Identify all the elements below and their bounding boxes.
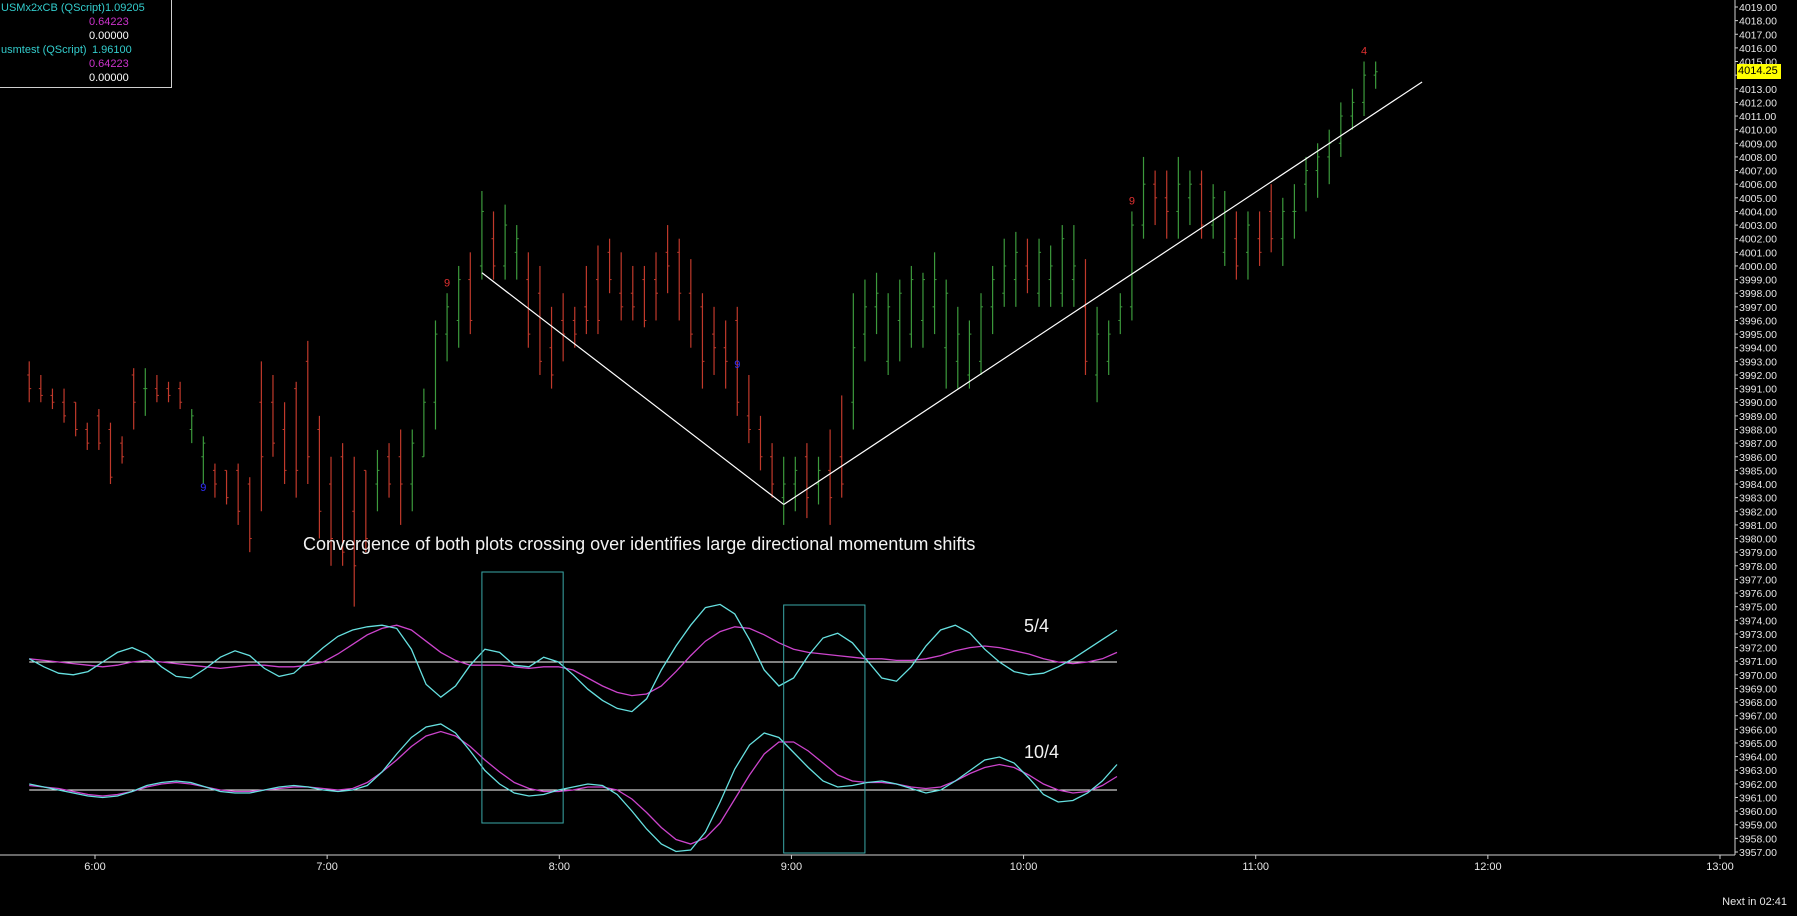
price-tick-label: 4009.00	[1739, 138, 1777, 150]
price-tick-label: 3979.00	[1739, 547, 1777, 559]
price-tick-label: 4019.00	[1739, 2, 1777, 14]
price-tick-label: 3957.00	[1739, 847, 1777, 859]
price-tick-label: 3982.00	[1739, 506, 1777, 518]
oscillator-signal-line	[29, 730, 1118, 845]
price-tick-label: 3968.00	[1739, 697, 1777, 709]
time-tick-label: 6:00	[84, 861, 105, 873]
price-tick-label: 3961.00	[1739, 792, 1777, 804]
price-tick-label: 3985.00	[1739, 465, 1777, 477]
count-marker: 9	[1129, 196, 1135, 208]
price-tick-label: 3976.00	[1739, 588, 1777, 600]
legend-value: 1.09205	[105, 2, 145, 14]
legend-value: 0.64223	[89, 16, 129, 28]
price-tick-label: 3975.00	[1739, 602, 1777, 614]
crossover-highlight-box	[481, 571, 564, 824]
price-tick-label: 3997.00	[1739, 302, 1777, 314]
price-tick-label: 3971.00	[1739, 656, 1777, 668]
price-tick-label: 4002.00	[1739, 234, 1777, 246]
price-tick-label: 3993.00	[1739, 356, 1777, 368]
price-tick-label: 3986.00	[1739, 452, 1777, 464]
price-tick-label: 4007.00	[1739, 166, 1777, 178]
price-tick-label: 3960.00	[1739, 806, 1777, 818]
price-tick-label: 4012.00	[1739, 97, 1777, 109]
oscillator-label-bottom: 10/4	[1024, 742, 1060, 762]
legend-value: 1.96100	[92, 44, 132, 56]
price-tick-label: 3970.00	[1739, 670, 1777, 682]
price-tick-label: 3969.00	[1739, 683, 1777, 695]
price-tick-label: 4017.00	[1739, 29, 1777, 41]
price-tick-label: 4005.00	[1739, 193, 1777, 205]
time-tick-label: 7:00	[316, 861, 337, 873]
price-tick-label: 3973.00	[1739, 629, 1777, 641]
price-tick-label: 3983.00	[1739, 493, 1777, 505]
time-tick-label: 9:00	[781, 861, 802, 873]
price-tick-label: 3972.00	[1739, 643, 1777, 655]
time-tick-label: 11:00	[1242, 861, 1269, 873]
price-tick-label: 3996.00	[1739, 315, 1777, 327]
legend-series-name: USMx2xCB (QScript)	[1, 2, 105, 14]
price-tick-label: 4010.00	[1739, 125, 1777, 137]
price-tick-label: 3966.00	[1739, 724, 1777, 736]
price-tick-label: 3962.00	[1739, 779, 1777, 791]
legend-value: 0.00000	[89, 72, 129, 84]
price-tick-label: 3967.00	[1739, 711, 1777, 723]
trendline	[481, 272, 785, 505]
next-bar-timer: Next in 02:41	[1722, 896, 1787, 908]
price-tick-label: 4006.00	[1739, 179, 1777, 191]
count-marker: 9	[200, 482, 206, 494]
crossover-highlight-box	[783, 604, 866, 854]
price-tick-label: 3984.00	[1739, 479, 1777, 491]
price-tick-label: 3998.00	[1739, 288, 1777, 300]
price-tick-label: 3994.00	[1739, 343, 1777, 355]
price-tick-label: 3992.00	[1739, 370, 1777, 382]
time-tick-label: 13:00	[1706, 861, 1734, 873]
price-tick-label: 3991.00	[1739, 384, 1777, 396]
price-tick-label: 3974.00	[1739, 615, 1777, 627]
count-marker: 9	[734, 359, 740, 371]
price-tick-label: 4013.00	[1739, 84, 1777, 96]
price-tick-label: 3980.00	[1739, 534, 1777, 546]
price-tick-label: 4016.00	[1739, 43, 1777, 55]
price-tick-label: 4003.00	[1739, 220, 1777, 232]
price-tick-label: 4008.00	[1739, 152, 1777, 164]
chart-annotation: Convergence of both plots crossing over …	[303, 534, 976, 554]
price-tick-label: 4011.00	[1739, 111, 1776, 123]
time-tick-label: 8:00	[549, 861, 570, 873]
time-tick-label: 12:00	[1474, 861, 1502, 873]
oscillator-label-top: 5/4	[1024, 616, 1050, 636]
oscillator-fast-line	[29, 723, 1118, 853]
indicator-legend	[0, 0, 172, 88]
count-marker: 9	[444, 277, 450, 289]
price-tick-label: 3965.00	[1739, 738, 1777, 750]
price-tick-label: 3958.00	[1739, 833, 1777, 845]
oscillator-fast-line	[28, 603, 1118, 713]
oscillator-signal-line	[29, 624, 1118, 697]
price-tick-label: 3995.00	[1739, 329, 1777, 341]
price-tick-label: 3964.00	[1739, 752, 1777, 764]
count-marker: 4	[1361, 46, 1367, 58]
trendline	[783, 81, 1423, 505]
legend-series-name: usmtest (QScript)	[1, 44, 87, 56]
price-tick-label: 3988.00	[1739, 425, 1777, 437]
price-tick-label: 3987.00	[1739, 438, 1777, 450]
legend-value: 0.64223	[89, 58, 129, 70]
price-tick-label: 3978.00	[1739, 561, 1777, 573]
time-tick-label: 10:00	[1010, 861, 1038, 873]
price-tick-label: 3977.00	[1739, 574, 1777, 586]
price-tick-label: 3963.00	[1739, 765, 1777, 777]
price-tick-label: 4000.00	[1739, 261, 1777, 273]
last-price-tag: 4014.25	[1737, 64, 1781, 79]
legend-value: 0.00000	[89, 30, 129, 42]
price-tick-label: 3990.00	[1739, 397, 1777, 409]
price-tick-label: 3981.00	[1739, 520, 1777, 532]
price-tick-label: 4018.00	[1739, 16, 1777, 28]
price-tick-label: 4004.00	[1739, 206, 1777, 218]
price-tick-label: 3959.00	[1739, 820, 1777, 832]
price-tick-label: 4001.00	[1739, 247, 1777, 259]
price-tick-label: 3989.00	[1739, 411, 1777, 423]
price-tick-label: 3999.00	[1739, 275, 1777, 287]
